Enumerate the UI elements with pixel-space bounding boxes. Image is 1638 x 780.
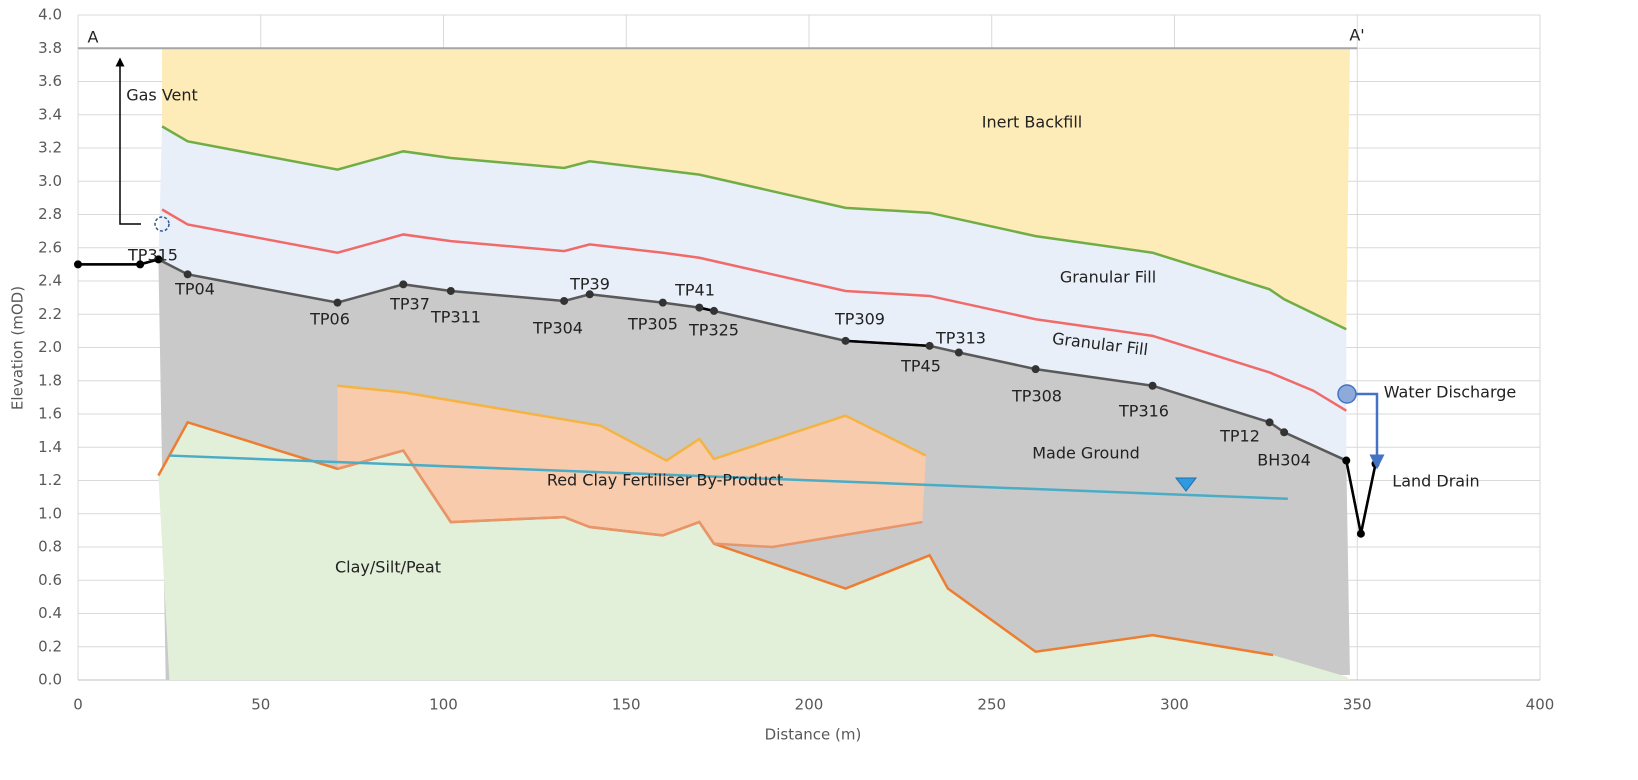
y-tick-label: 0.8 [38,538,62,556]
y-tick-label: 0.0 [38,671,62,689]
borehole-label: TP313 [935,329,986,348]
y-axis-label: Elevation (mOD) [9,286,27,410]
y-tick-label: 2.2 [38,305,62,323]
series-line [337,384,927,463]
borehole-point [709,306,718,315]
x-tick-label: 150 [612,696,641,714]
borehole-label: TP04 [174,280,215,299]
x-axis-label: Distance (m) [765,726,862,744]
annotation: Red Clay Fertiliser By-Product [547,471,783,490]
annotation: Clay/Silt/Peat [335,558,441,577]
inert-backfill-area [162,48,1350,330]
x-tick-label: 0 [73,696,83,714]
water-table-symbol [1174,477,1198,492]
y-tick-label: 3.2 [38,139,62,157]
gas-vent-arrow [115,57,141,225]
series-line [169,454,1288,501]
y-tick-label: 2.0 [38,338,62,356]
x-tick-label: 250 [977,696,1006,714]
borehole-label: TP12 [1219,427,1260,446]
borehole-point [1031,365,1040,374]
y-tick-label: 1.2 [38,471,62,489]
y-tick-label: 3.6 [38,72,62,90]
annotation: Granular Fill [1060,268,1156,287]
y-tick-label: 3.0 [38,172,62,190]
borehole-label: TP39 [569,275,610,294]
y-tick-label: 0.6 [38,571,62,589]
y-tick-label: 1.6 [38,405,62,423]
x-tick-label: 300 [1160,696,1189,714]
borehole-label: TP315 [127,246,178,265]
annotation: Made Ground [1032,444,1140,463]
borehole-label: TP304 [532,319,583,338]
y-tick-label: 1.0 [38,504,62,522]
annotation: Water Discharge [1384,383,1517,402]
gas-vent [154,216,170,232]
x-tick-label: 50 [251,696,270,714]
y-tick-label: 2.6 [38,238,62,256]
y-tick-label: 3.4 [38,105,62,123]
y-tick-label: 3.8 [38,39,62,57]
series-line-dark [845,339,930,348]
water-discharge [1337,384,1357,404]
annotation: Gas Vent [126,86,198,105]
annotation: Inert Backfill [982,113,1082,132]
series-line [337,449,923,549]
borehole-point [183,270,192,279]
borehole-point [136,260,145,269]
borehole-label: TP308 [1011,387,1062,406]
borehole-label: TP45 [900,357,941,376]
borehole-point [1342,456,1351,465]
y-tick-label: 1.4 [38,438,62,456]
borehole-point [1148,381,1157,390]
borehole-label: TP41 [674,281,715,300]
x-tick-label: 400 [1526,696,1555,714]
y-tick-label: 1.8 [38,371,62,389]
borehole-label: BH304 [1257,451,1311,470]
borehole-label: TP06 [309,310,350,329]
borehole-label: TP37 [389,295,430,314]
granular-fill-area [158,126,1347,461]
borehole-point [925,341,934,350]
y-tick-label: 2.8 [38,205,62,223]
borehole-point [695,303,704,312]
borehole-point [585,290,594,299]
borehole-point [154,255,163,264]
borehole-point [1265,418,1274,427]
borehole-point [399,280,408,289]
red-clay-area [337,385,926,547]
borehole-point [841,336,850,345]
borehole-point [954,348,963,357]
annotation: A' [1349,26,1364,45]
y-tick-label: 0.4 [38,604,62,622]
borehole-label: TP311 [430,308,481,327]
borehole-point [658,298,667,307]
borehole-point [1356,529,1365,538]
series-line [161,208,1347,412]
clay-area [158,422,1350,680]
borehole-point [1280,428,1289,437]
annotation: A [88,28,99,47]
borehole-point [333,298,342,307]
borehole-point [446,286,455,295]
x-tick-label: 350 [1343,696,1372,714]
borehole-point [74,260,82,269]
x-tick-label: 100 [429,696,458,714]
borehole-point [560,296,569,305]
borehole-label: TP325 [688,321,739,340]
series-line-dark [1345,460,1377,534]
y-tick-label: 4.0 [38,6,62,24]
series-line [161,125,1347,331]
borehole-label: TP316 [1118,402,1169,421]
borehole-label: TP305 [627,315,678,334]
annotation: Land Drain [1392,472,1479,491]
y-tick-label: 0.2 [38,637,62,655]
x-tick-label: 200 [795,696,824,714]
y-tick-label: 2.4 [38,272,62,290]
borehole-label: TP309 [834,310,885,329]
water-discharge-arrow [1356,392,1385,470]
borehole-point [1371,459,1380,468]
